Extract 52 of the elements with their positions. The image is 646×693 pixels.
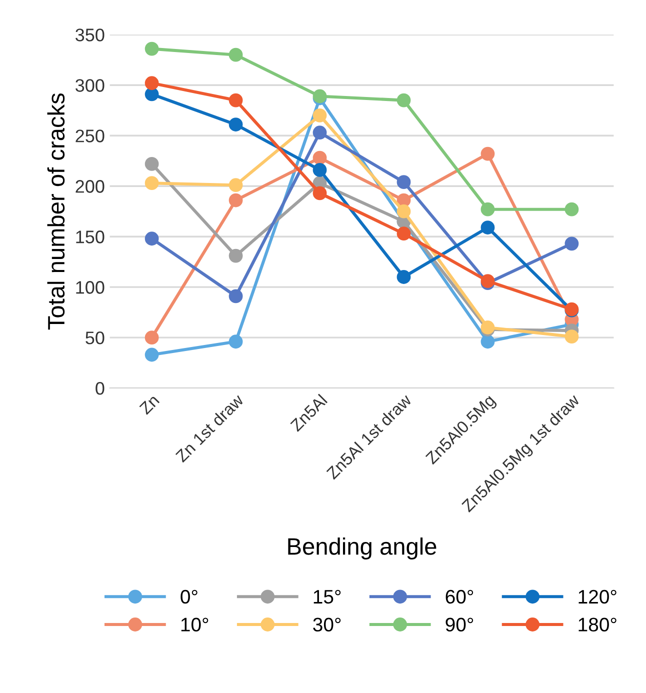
point (396, 226, 411, 241)
point (144, 76, 159, 90)
y-tick-label: 350 (76, 28, 104, 42)
point (480, 146, 495, 161)
point (480, 334, 495, 349)
y-tick-label: 50 (86, 332, 104, 344)
legend-label: 30° (313, 618, 341, 632)
point (228, 118, 243, 132)
y-tick-label: 100 (76, 281, 104, 294)
point (144, 42, 159, 56)
legend-label: 0° (180, 590, 198, 604)
point (144, 348, 159, 362)
y-tick-label: 150 (76, 230, 104, 244)
x-tick-label: Zn (138, 394, 160, 415)
point (312, 186, 327, 200)
point (228, 93, 243, 108)
point (396, 175, 411, 190)
point (312, 108, 327, 122)
point (564, 202, 579, 216)
point (480, 220, 495, 234)
legend-label: 120° (578, 590, 616, 604)
point (228, 289, 243, 304)
point (396, 204, 411, 218)
point (144, 176, 159, 190)
legend-label: 60° (446, 590, 474, 604)
legend-label: 90° (446, 618, 474, 632)
point (312, 126, 327, 140)
point (396, 270, 411, 284)
legend-label: 15° (314, 590, 341, 604)
point (564, 330, 579, 344)
y-tick-label: 300 (76, 79, 104, 92)
point (312, 150, 327, 165)
y-tick-label: 200 (76, 180, 104, 193)
point (564, 236, 579, 251)
y-tick-label: 250 (76, 130, 104, 142)
point (228, 178, 243, 192)
point (312, 163, 327, 177)
point (144, 156, 159, 171)
point (144, 330, 159, 345)
y-axis-title: Total number of cracks (47, 93, 65, 330)
x-axis-title: Bending angle (288, 537, 436, 560)
legend-label: 180° (578, 618, 616, 632)
point (144, 87, 159, 102)
point (480, 202, 495, 216)
point (144, 232, 159, 246)
point (228, 48, 243, 62)
point (228, 248, 243, 263)
point (228, 334, 243, 349)
point (228, 193, 243, 208)
y-tick-label: 0 (96, 382, 104, 395)
point (396, 93, 411, 108)
legend-label: 10° (181, 618, 208, 632)
